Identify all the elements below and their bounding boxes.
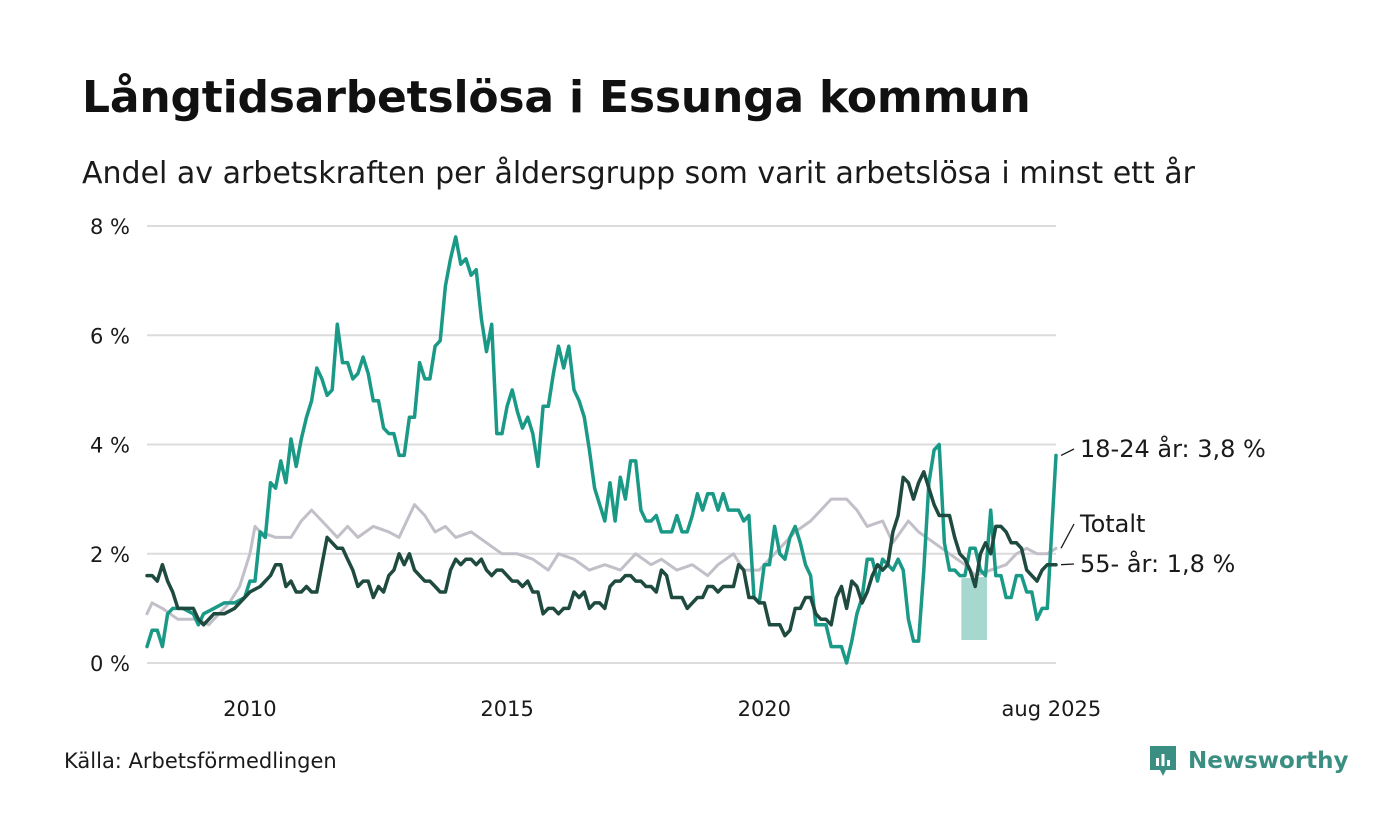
label-connector bbox=[1060, 523, 1075, 549]
series-line-55-r bbox=[145, 470, 1058, 638]
x-tick-label: aug 2025 bbox=[1002, 697, 1102, 721]
y-tick-label: 2 % bbox=[90, 543, 130, 567]
label-connector bbox=[1060, 563, 1075, 566]
series-line-18-24-r bbox=[145, 235, 1058, 665]
x-tick-label: 2020 bbox=[738, 697, 791, 721]
y-tick-label: 8 % bbox=[90, 215, 130, 239]
shaded-band bbox=[961, 576, 988, 641]
uncertainty-band bbox=[961, 576, 988, 641]
x-tick-label: 2010 bbox=[223, 697, 276, 721]
series-labels: Totalt 18-24 år: 3,8 % 55- år: 1,8 % bbox=[1060, 434, 1266, 578]
x-axis: 2010 2015 2020 aug 2025 bbox=[223, 697, 1101, 721]
x-tick-label: 2015 bbox=[480, 697, 533, 721]
series-line-totalt bbox=[145, 497, 1058, 627]
series-label: 18-24 år: 3,8 % bbox=[1080, 434, 1266, 463]
brand-name: Newsworthy bbox=[1188, 748, 1349, 774]
y-tick-label: 0 % bbox=[90, 652, 130, 676]
brand-logo: Newsworthy bbox=[1148, 744, 1349, 778]
source-note: Källa: Arbetsförmedlingen bbox=[64, 749, 337, 773]
grid-lines bbox=[147, 225, 1056, 664]
chart-title: Långtidsarbetslösa i Essunga kommun bbox=[82, 72, 1031, 123]
chart-subtitle: Andel av arbetskraften per åldersgrupp s… bbox=[82, 156, 1195, 191]
y-tick-label: 4 % bbox=[90, 434, 130, 458]
y-tick-label: 6 % bbox=[90, 324, 130, 348]
series-label: Totalt bbox=[1079, 510, 1145, 538]
y-axis: 0 % 2 % 4 % 6 % 8 % bbox=[90, 215, 130, 676]
label-connector bbox=[1060, 448, 1075, 457]
series-lines bbox=[145, 235, 1058, 665]
series-label: 55- år: 1,8 % bbox=[1080, 549, 1235, 578]
newsworthy-logo-icon bbox=[1150, 746, 1176, 776]
